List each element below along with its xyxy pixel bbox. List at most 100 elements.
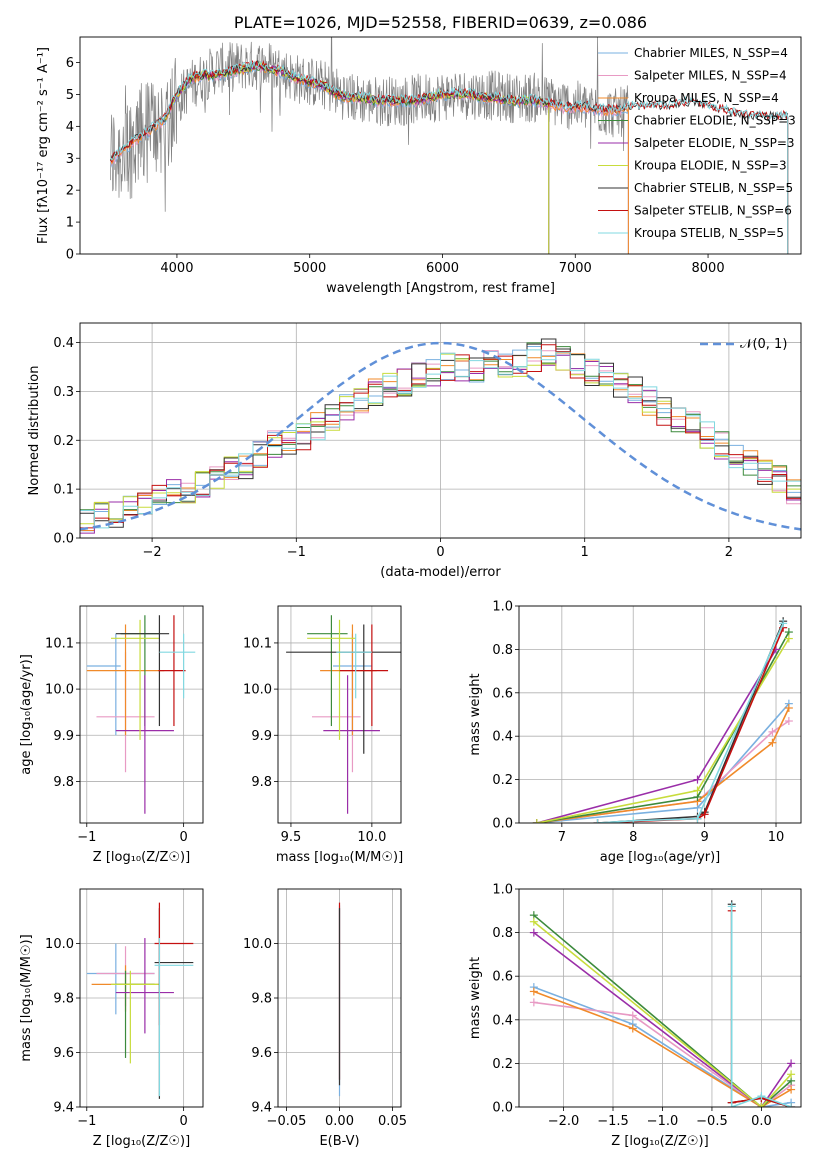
y-tick-label: 0.6 xyxy=(492,970,513,985)
plot-mass_vs_ebv: −0.05 0.00 0.05 9.4 9.6 9.8 10.0 E(B-V) xyxy=(243,888,407,1149)
y-tick-label: 0.1 xyxy=(53,483,74,498)
y-tick-label: 0.8 xyxy=(492,926,513,941)
y-tick-label: 9.8 xyxy=(251,992,272,1007)
y-tick-label: 9.9 xyxy=(53,729,74,744)
grid-mass_vs_Z xyxy=(80,889,203,1108)
x-axis-label: Z [log₁₀(Z/Z☉)] xyxy=(611,1134,708,1149)
x-axis-label: age [log₁₀(age/yr)] xyxy=(600,850,721,865)
y-tick-label: 10.1 xyxy=(243,636,272,651)
model-spectrum-line xyxy=(110,61,789,161)
x-axis-label: mass [log₁₀(M/M☉)] xyxy=(276,850,403,865)
weight-line xyxy=(533,990,792,1107)
y-tick-label: 0.4 xyxy=(492,1013,513,1028)
y-tick-label: 1.0 xyxy=(492,883,513,898)
plot-area-mass_vs_Z xyxy=(86,902,194,1099)
plot-area-age_vs_Z xyxy=(86,615,196,814)
plot-area-residuals xyxy=(80,338,801,534)
x-tick-label: −1.5 xyxy=(597,1114,629,1129)
x-tick-label: 1 xyxy=(581,545,589,560)
x-tick-label: −2 xyxy=(143,545,162,560)
x-tick-label: 10.0 xyxy=(357,830,386,845)
plot-spectrum: 4000 5000 6000 7000 8000 0 1 2 3 4 5 6 wavelength [A… xyxy=(36,13,802,296)
x-tick-label: 0 xyxy=(179,1114,187,1129)
weight-line xyxy=(730,906,792,1107)
y-tick-label: 0 xyxy=(66,248,74,263)
legend-entry-label: Chabrier ELODIE, N_SSP=3 xyxy=(634,114,796,128)
axes-frame xyxy=(79,605,204,824)
y-tick-label: 0.0 xyxy=(53,532,74,547)
weight-line xyxy=(533,921,792,1107)
plot-weight_vs_age: 7 8 9 10 0.0 0.2 0.4 0.6 0.8 1.0 age [log₁₀(age/yr… xyxy=(468,600,802,865)
x-tick-label: 0.0 xyxy=(751,1114,772,1129)
y-tick-label: 10.0 xyxy=(243,937,272,952)
y-tick-label: 9.4 xyxy=(53,1101,74,1116)
y-tick-label: 9.8 xyxy=(53,992,74,1007)
legend-entry-label: Salpeter ELODIE, N_SSP=3 xyxy=(634,136,795,150)
x-tick-label: −0.05 xyxy=(267,1114,307,1129)
y-tick-label: 0.8 xyxy=(492,643,513,658)
y-tick-label: 9.6 xyxy=(251,1046,272,1061)
plot-age_vs_Z: −1 0 9.8 9.9 10.0 10.1 Z [log₁₀(Z/Z☉)] age [log… xyxy=(19,605,204,865)
legend-entry-label: Chabrier MILES, N_SSP=4 xyxy=(634,46,788,60)
histogram-step-line xyxy=(80,349,801,529)
legend-entry-label: Kroupa MILES, N_SSP=4 xyxy=(634,91,779,105)
plot-area-age_vs_mass xyxy=(286,615,401,814)
y-tick-label: 0.4 xyxy=(53,336,74,351)
x-tick-label: 0 xyxy=(179,830,187,845)
x-tick-label: 8000 xyxy=(692,261,725,276)
weight-line xyxy=(533,914,792,1107)
y-tick-label: 2 xyxy=(66,184,74,199)
weight-line xyxy=(536,703,790,823)
x-tick-label: 7000 xyxy=(559,261,592,276)
y-tick-label: 6 xyxy=(66,56,74,71)
x-tick-label: −1 xyxy=(287,545,306,560)
axes-frame xyxy=(79,36,802,255)
chart-title: PLATE=1026, MJD=52558, FIBERID=0639, z=0… xyxy=(234,13,647,32)
x-tick-label: 6000 xyxy=(426,261,459,276)
x-tick-label: −1.0 xyxy=(647,1114,679,1129)
plot-area-spectrum xyxy=(110,37,789,254)
legend-entry-label: Chabrier STELIB, N_SSP=5 xyxy=(634,181,793,195)
axes-frame xyxy=(518,888,802,1108)
legend-entry-label: Salpeter STELIB, N_SSP=6 xyxy=(634,204,792,218)
x-axis-label: wavelength [Angstrom, rest frame] xyxy=(326,281,555,296)
axes-frame xyxy=(277,605,402,824)
x-tick-label: 8 xyxy=(629,830,637,845)
y-tick-label: 9.4 xyxy=(251,1101,272,1116)
y-tick-label: 0.2 xyxy=(492,773,513,788)
y-axis-label: mass weight xyxy=(468,673,483,755)
y-tick-label: 9.6 xyxy=(53,1046,74,1061)
y-tick-label: 0.0 xyxy=(492,817,513,832)
y-tick-label: 1.0 xyxy=(492,600,513,615)
x-tick-label: 0.05 xyxy=(378,1114,407,1129)
axes-frame xyxy=(518,605,802,824)
y-tick-label: 10.0 xyxy=(243,683,272,698)
y-tick-label: 0.0 xyxy=(492,1101,513,1116)
y-tick-label: 4 xyxy=(66,120,74,135)
plot-residuals: −2 −1 0 1 2 0.0 0.1 0.2 0.3 0.4 (data-model)/error… xyxy=(27,322,802,580)
x-axis-label: E(B-V) xyxy=(319,1134,359,1149)
x-tick-label: −1 xyxy=(77,830,96,845)
plot-mass_vs_Z: −1 0 9.4 9.6 9.8 10.0 Z [log₁₀(Z/Z☉)] mass [log… xyxy=(19,888,204,1149)
plot-weight_vs_Z: −2.0 −1.5 −1.0 −0.5 0.0 0.0 0.2 0.4 0.6 0.8 1.0 Z [… xyxy=(468,883,802,1149)
y-tick-label: 0.2 xyxy=(53,434,74,449)
y-axis-label: Normed distribution xyxy=(27,366,42,496)
x-tick-label: 9.5 xyxy=(281,830,302,845)
x-tick-label: 7 xyxy=(558,830,566,845)
axes-frame xyxy=(277,888,402,1108)
weight-line xyxy=(536,707,790,823)
legend: Chabrier MILES, N_SSP=4 Salpeter MILES, N… xyxy=(598,46,796,240)
y-tick-label: 10.1 xyxy=(45,636,74,651)
weight-line xyxy=(536,631,790,823)
x-tick-label: −1 xyxy=(77,1114,96,1129)
x-axis-label: Z [log₁₀(Z/Z☉)] xyxy=(93,1134,190,1149)
y-tick-label: 0.3 xyxy=(53,385,74,400)
y-tick-label: 9.8 xyxy=(53,775,74,790)
legend-entry-label: Kroupa ELODIE, N_SSP=3 xyxy=(634,159,787,173)
y-tick-label: 9.9 xyxy=(251,729,272,744)
x-tick-label: −0.5 xyxy=(696,1114,728,1129)
legend: 𝒩(0, 1) xyxy=(700,337,787,352)
x-tick-label: 2 xyxy=(725,545,733,560)
y-tick-label: 9.8 xyxy=(251,775,272,790)
